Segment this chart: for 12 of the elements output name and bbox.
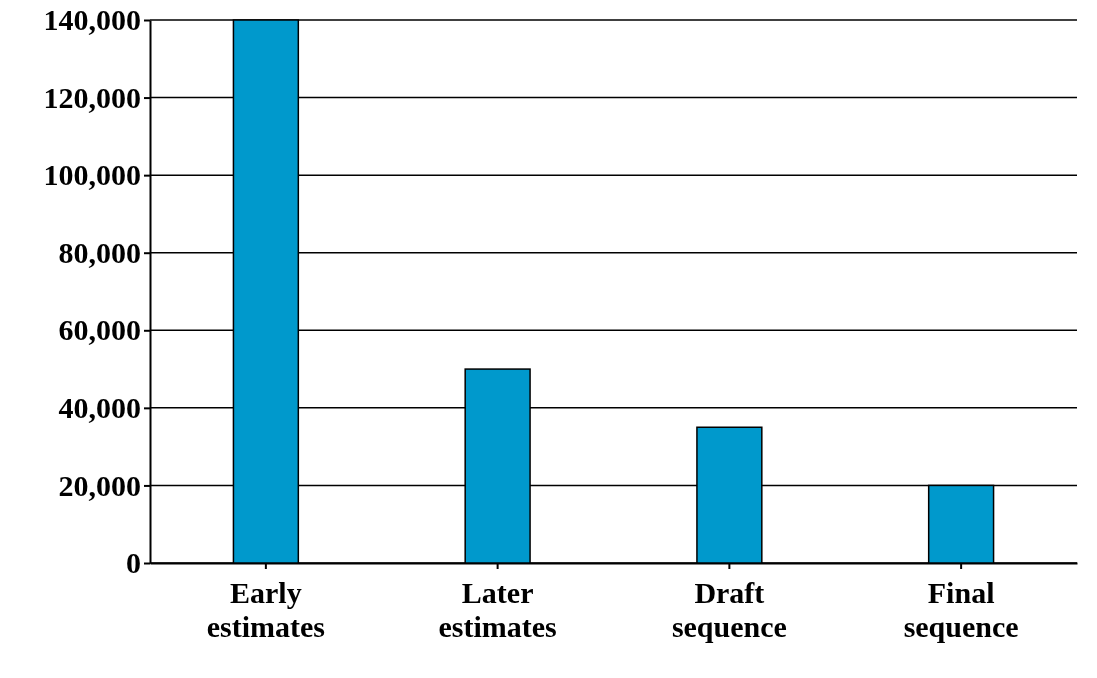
y-tick-label: 80,000 [58, 235, 141, 269]
y-tick-label: 140,000 [43, 3, 141, 37]
y-tick-label: 60,000 [58, 313, 141, 347]
y-tick-label: 20,000 [58, 468, 141, 502]
x-tick-label: Final sequence [903, 576, 1019, 643]
y-tick-label: 120,000 [43, 80, 141, 114]
y-tick-label: 100,000 [43, 158, 141, 192]
y-tick-label: 0 [126, 546, 141, 580]
x-tick-label: Later estimates [438, 576, 557, 643]
x-tick-label: Draft sequence [671, 576, 787, 643]
y-tick-label: 40,000 [58, 390, 141, 424]
x-tick-label: Early estimates [206, 576, 326, 643]
